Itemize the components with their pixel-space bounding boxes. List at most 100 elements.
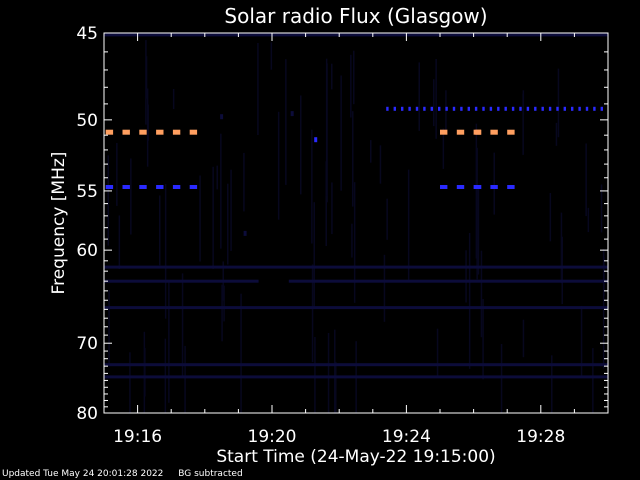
footer-updated-timestamp: Updated Tue May 24 20:01:28 2022: [2, 469, 164, 479]
emission-band-weak: [104, 306, 608, 310]
emission-mark-moderate: [401, 106, 404, 111]
chart-title: Solar radio Flux (Glasgow): [224, 4, 487, 28]
emission-band-weak: [104, 279, 259, 283]
noise-streak: [587, 207, 590, 233]
noise-streak: [445, 90, 447, 135]
noise-streak: [277, 111, 280, 220]
emission-mark-moderate: [415, 106, 419, 111]
y-tick-label: 55: [76, 182, 98, 202]
emission-mark-moderate: [563, 106, 566, 111]
noise-streak: [314, 337, 316, 413]
noise-streak: [585, 143, 587, 217]
emission-mark-strong: [456, 129, 465, 135]
y-tick-label: 60: [76, 241, 98, 261]
emission-mark-moderate: [497, 106, 500, 111]
x-tick-label: 19:16: [113, 427, 162, 447]
emission-mark-strong: [156, 129, 164, 135]
emission-mark-moderate: [189, 185, 198, 189]
emission-mark-moderate: [172, 185, 181, 189]
spectrogram-plot-area: [104, 33, 608, 413]
noise-streak: [370, 140, 372, 163]
noise-streak: [468, 233, 471, 369]
footer-background-note: BG subtracted: [178, 469, 243, 479]
noise-streak: [592, 348, 594, 413]
emission-mark-moderate: [122, 185, 130, 189]
emission-mark-moderate: [490, 185, 498, 189]
x-tick-label: 19:28: [516, 427, 565, 447]
noise-streak: [560, 212, 563, 284]
noise-streak: [240, 293, 242, 413]
emission-mark-moderate: [556, 106, 559, 111]
y-tick-label: 45: [76, 24, 98, 44]
plot-border: [103, 32, 609, 414]
noise-streak: [220, 133, 222, 249]
x-tick-label: 19:24: [382, 427, 431, 447]
noise-streak: [285, 59, 287, 185]
emission-mark-moderate: [519, 106, 522, 111]
noise-streak: [300, 95, 302, 195]
noise-streak: [184, 345, 186, 413]
noise-streak: [270, 42, 273, 70]
emission-band-weak: [104, 33, 608, 37]
noise-streak: [433, 79, 435, 127]
noise-streak: [522, 319, 525, 358]
emission-mark-moderate: [456, 185, 465, 189]
noise-streak: [350, 54, 352, 118]
emission-band-weak: [104, 375, 608, 379]
noise-streak: [221, 284, 223, 342]
emission-mark-moderate: [139, 185, 147, 189]
noise-streak: [379, 145, 382, 184]
emission-mark-moderate: [105, 185, 114, 189]
emission-mark-moderate: [156, 185, 164, 189]
y-tick-label: 70: [76, 334, 98, 354]
x-tick-label: 19:20: [248, 427, 297, 447]
noise-streak: [500, 344, 503, 413]
noise-streak: [435, 59, 437, 139]
noise-streak: [352, 111, 354, 207]
emission-mark-moderate: [460, 106, 463, 111]
emission-mark-moderate: [548, 106, 552, 111]
noise-streak: [600, 184, 603, 233]
y-tick-label: 50: [76, 111, 98, 131]
emission-mark-moderate: [438, 106, 441, 111]
noise-streak: [442, 128, 445, 169]
noise-streak: [144, 347, 146, 397]
noise-streak: [216, 165, 218, 190]
emission-mark-moderate: [571, 106, 574, 111]
noise-streak: [145, 56, 148, 99]
noise-streak: [164, 184, 167, 319]
emission-mark-strong: [475, 129, 482, 135]
emission-mark-strong: [122, 129, 130, 135]
emission-mark-moderate: [440, 185, 448, 189]
noise-streak: [383, 254, 386, 322]
emission-mark-moderate: [593, 106, 596, 111]
noise-streak: [561, 236, 563, 305]
noise-streak: [482, 299, 484, 380]
noise-streak: [172, 89, 175, 110]
emission-mark-moderate: [511, 106, 515, 111]
y-tick-label: 80: [76, 404, 98, 424]
noise-streak: [603, 257, 605, 296]
noise-streak: [243, 152, 245, 212]
emission-band-weak: [104, 363, 608, 367]
axes-frame: 45 50 55 60 70 80 19:16 19:20 19:24 19:28: [76, 24, 609, 447]
noise-streak: [353, 182, 356, 303]
noise-streak: [353, 50, 355, 105]
noise-streak: [108, 290, 110, 365]
noise-streak: [181, 273, 184, 378]
noise-streak: [325, 58, 328, 196]
noise-streak: [311, 264, 314, 363]
emission-mark-moderate: [475, 185, 482, 189]
emission-spot-weak: [243, 230, 247, 236]
noise-streak: [168, 280, 170, 403]
noise-streak: [465, 250, 467, 303]
noise-streak: [147, 104, 149, 141]
noise-streak: [257, 43, 259, 135]
noise-streak: [418, 62, 420, 131]
noise-streak: [327, 333, 330, 413]
emission-band-weak: [288, 279, 608, 283]
emission-mark-moderate: [526, 106, 530, 111]
noise-streak: [493, 152, 495, 215]
noise-streak: [555, 122, 558, 146]
noise-streak: [407, 169, 410, 281]
